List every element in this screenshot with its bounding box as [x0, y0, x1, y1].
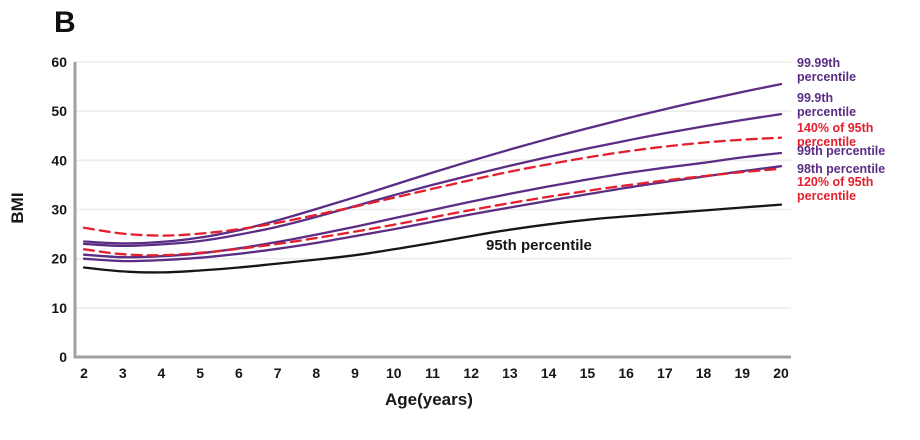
series-line-4 [82, 165, 783, 263]
x-tick-label: 20 [773, 365, 789, 381]
legend-item-99th-percentile: 99th percentile [797, 144, 886, 158]
series-line-0 [82, 82, 783, 245]
legend-item-98th-percentile: 98th percentile [797, 162, 886, 176]
x-tick-label: 7 [274, 365, 282, 381]
series-line-6 [82, 203, 783, 274]
y-tick-label: 20 [51, 251, 67, 267]
x-tick-label: 11 [425, 365, 440, 381]
x-tick-label: 17 [657, 365, 673, 381]
y-tick-label: 30 [51, 202, 67, 218]
x-tick-label: 4 [158, 365, 166, 381]
legend-item-140pct-of-95th: 140% of 95th percentile [797, 121, 874, 149]
x-tick-label: 5 [196, 365, 204, 381]
legend-item-120pct-of-95th: 120% of 95th percentile [797, 175, 874, 203]
x-tick-label: 6 [235, 365, 243, 381]
y-tick-label: 40 [51, 152, 67, 168]
x-tick-label: 10 [386, 365, 402, 381]
x-tick-label: 16 [618, 365, 634, 381]
x-tick-label: 9 [351, 365, 359, 381]
y-tick-label: 50 [51, 103, 67, 119]
axis-lines [73, 62, 791, 359]
x-tick-label: 18 [696, 365, 712, 381]
series-line-5 [82, 167, 783, 257]
inline-series-label-95th: 95th percentile [486, 237, 592, 254]
x-tick-label: 19 [734, 365, 750, 381]
panel-label: B [54, 6, 76, 39]
x-tick-label: 12 [463, 365, 479, 381]
x-tick-label: 2 [80, 365, 88, 381]
x-tick-label: 14 [541, 365, 557, 381]
series-line-1 [82, 112, 783, 248]
legend-item-99-99th-percentile: 99.99th percentile [797, 56, 857, 84]
x-axis-title: Age(years) [385, 390, 473, 409]
x-tick-label: 3 [119, 365, 127, 381]
y-tick-label: 10 [51, 300, 67, 316]
x-tick-label: 15 [580, 365, 596, 381]
y-tick-label: 60 [51, 54, 67, 70]
x-tick-label: 8 [312, 365, 320, 381]
legend-item-99-9th-percentile: 99.9th percentile [797, 91, 857, 119]
series-line-2 [82, 136, 783, 237]
y-axis-title: BMI [8, 192, 27, 224]
y-tick-label: 0 [59, 349, 67, 365]
x-tick-label: 13 [502, 365, 518, 381]
